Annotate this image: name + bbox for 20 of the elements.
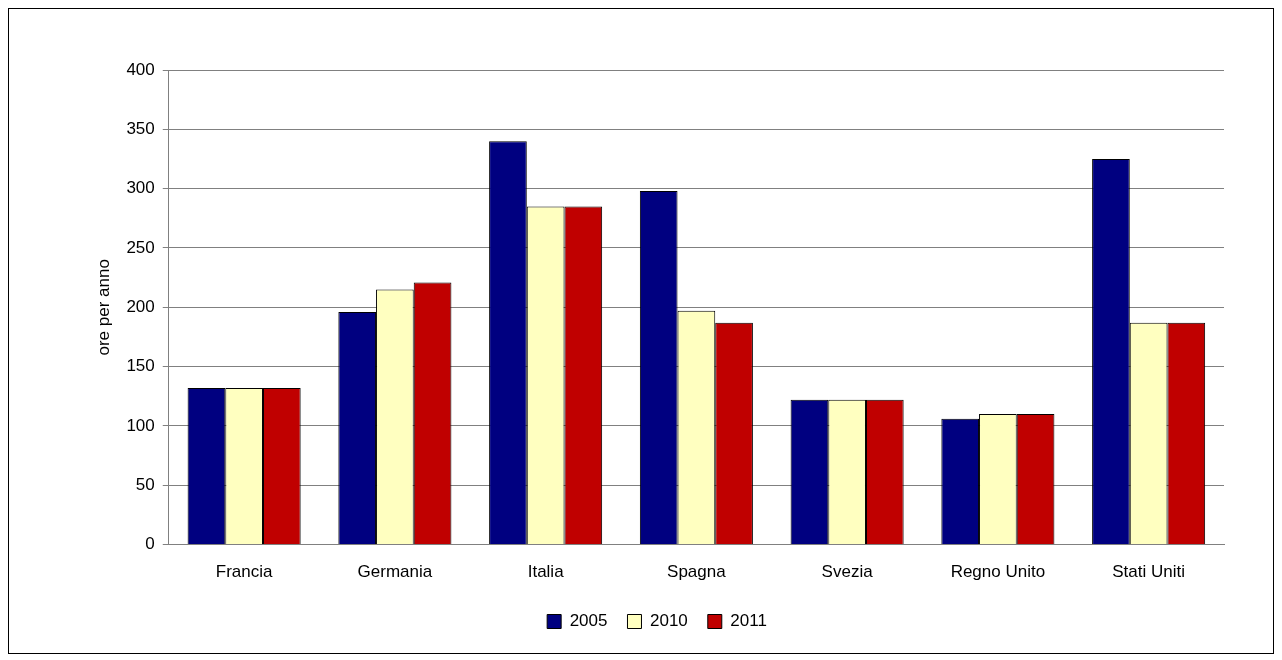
legend-label: 2010 [649,611,688,631]
y-tick-label: 100 [126,415,155,435]
y-axis-title: ore per anno [93,259,113,356]
x-tick-label: Italia [527,562,565,582]
y-tick-label: 350 [126,119,155,139]
y-tick-label: 200 [126,296,155,316]
x-tick-label: Francia [215,562,274,582]
x-tick-label: Svezia [821,562,874,582]
y-tick-label: 300 [126,178,155,198]
y-tick-label: 400 [126,59,155,79]
x-tick-label: Germania [357,562,433,582]
x-tick-label: Regno Unito [950,562,1046,582]
legend-label: 2011 [730,611,767,631]
x-tick-label: Spagna [667,562,727,582]
y-tick-label: 250 [126,237,155,257]
x-tick-label: Stati Uniti [1112,562,1185,582]
y-tick-label: 0 [145,534,155,554]
y-tick-label: 50 [135,474,155,494]
y-tick-label: 150 [126,356,155,376]
legend-label: 2005 [569,611,608,631]
